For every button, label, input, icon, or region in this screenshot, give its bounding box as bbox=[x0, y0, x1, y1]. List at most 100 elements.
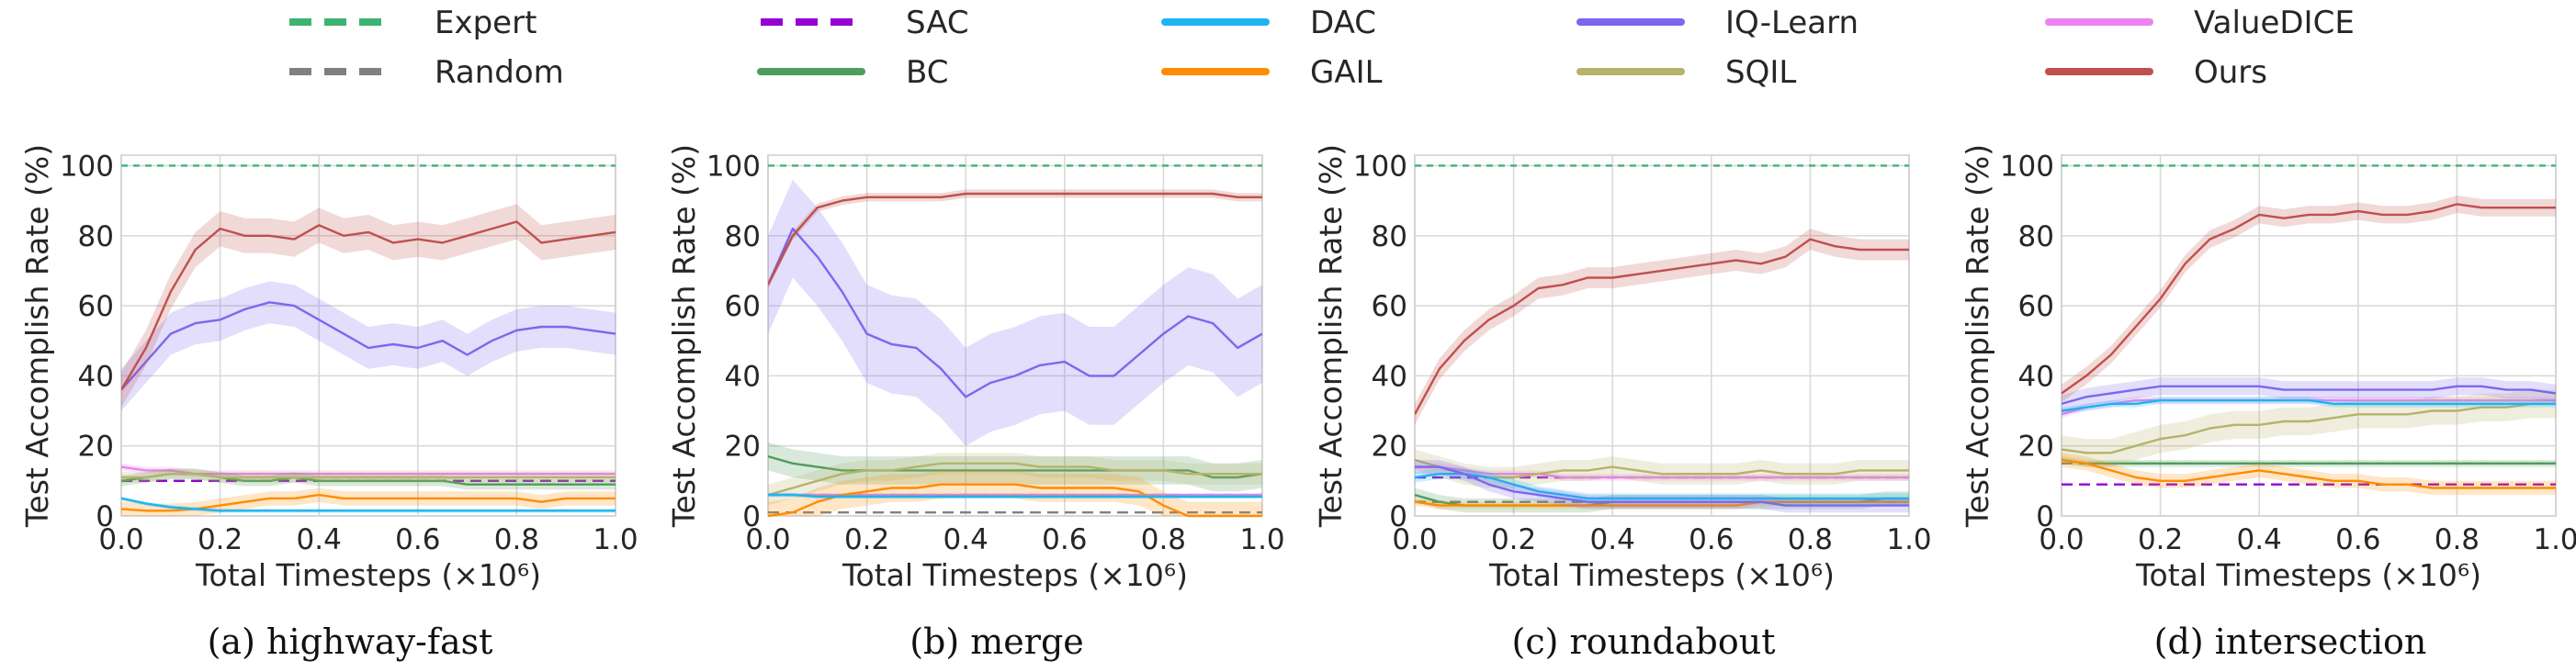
x-tick-label: 0.8 bbox=[494, 523, 539, 556]
series-line-iq-learn bbox=[2062, 385, 2556, 406]
series-line-ours bbox=[768, 192, 1262, 286]
legend-label-bc: BC bbox=[906, 54, 948, 91]
y-tick-label: 60 bbox=[1372, 290, 1407, 323]
series-band-ours bbox=[1415, 229, 1909, 425]
x-axis-label: Total Timesteps (×10⁶) bbox=[195, 557, 541, 593]
panel-caption: (d) intersection bbox=[2154, 622, 2427, 662]
x-tick-label: 0.8 bbox=[1788, 523, 1833, 556]
y-tick-label: 60 bbox=[725, 290, 761, 323]
y-axis-label: Test Accomplish Rate (%) bbox=[666, 144, 702, 528]
y-axis-label: Test Accomplish Rate (%) bbox=[1313, 144, 1349, 528]
chart-panels: 0.0 0.2 0.4 0.6 0.8 1.0 0 20 40 60 80 100 Total Time… bbox=[19, 144, 2576, 662]
y-tick-label: 20 bbox=[2018, 431, 2054, 464]
y-tick-label: 20 bbox=[78, 431, 114, 464]
y-tick-label: 80 bbox=[1372, 220, 1407, 253]
series-band-dac bbox=[121, 496, 616, 513]
legend-label-expert: Expert bbox=[435, 5, 537, 41]
series-line-gail bbox=[1415, 500, 1909, 507]
series-band-sqil bbox=[2062, 389, 2556, 467]
x-tick-label: 0.2 bbox=[1491, 523, 1536, 556]
legend-item-sac: SAC bbox=[761, 5, 969, 41]
series-line-valuedice bbox=[121, 465, 616, 476]
series-band-ours bbox=[2062, 195, 2556, 402]
y-tick-label: 0 bbox=[742, 500, 761, 533]
x-tick-label: 0.6 bbox=[1689, 523, 1734, 556]
series-band-sqil bbox=[1415, 449, 1909, 488]
series-line-gail bbox=[2062, 458, 2556, 489]
series-line-sqil bbox=[768, 462, 1262, 497]
x-tick-label: 0.0 bbox=[745, 523, 790, 556]
x-tick-label: 0.4 bbox=[2237, 523, 2282, 556]
y-tick-label: 40 bbox=[1372, 360, 1407, 393]
legend-item-random: Random bbox=[289, 54, 564, 91]
y-tick-label: 20 bbox=[725, 431, 761, 464]
y-tick-label: 40 bbox=[78, 360, 114, 393]
series-line-dac bbox=[121, 497, 616, 512]
y-tick-label: 40 bbox=[725, 360, 761, 393]
x-tick-label: 1.0 bbox=[1886, 523, 1931, 556]
series-line-ours bbox=[121, 220, 616, 391]
series-band-sqil bbox=[121, 468, 616, 483]
series-band-gail bbox=[768, 470, 1262, 516]
x-tick-label: 0.4 bbox=[1590, 523, 1635, 556]
plot-frame bbox=[120, 154, 616, 517]
panel-caption: (b) merge bbox=[910, 622, 1084, 662]
x-tick-label: 0.6 bbox=[1042, 523, 1087, 556]
x-tick-label: 1.0 bbox=[1239, 523, 1284, 556]
y-tick-label: 40 bbox=[2018, 360, 2054, 393]
x-tick-label: 1.0 bbox=[2533, 523, 2576, 556]
series-band-gail bbox=[121, 487, 616, 516]
x-axis-label: Total Timesteps (×10⁶) bbox=[1488, 557, 1835, 593]
series-group bbox=[121, 164, 616, 516]
series-line-valuedice bbox=[1415, 465, 1909, 479]
y-tick-label: 80 bbox=[2018, 220, 2054, 253]
legend-label-iq-learn: IQ-Learn bbox=[1725, 5, 1859, 41]
x-tick-label: 0.4 bbox=[297, 523, 342, 556]
series-line-dac bbox=[1415, 473, 1909, 500]
legend: Expert SAC DAC IQ-Learn ValueDICE Random BC GAI… bbox=[289, 5, 2355, 91]
series-line-iq-learn bbox=[121, 301, 616, 391]
x-tick-label: 0.0 bbox=[1392, 523, 1437, 556]
legend-label-sac: SAC bbox=[906, 5, 969, 41]
x-tick-label: 0.4 bbox=[943, 523, 989, 556]
legend-label-random: Random bbox=[435, 54, 564, 91]
series-band-ours bbox=[121, 204, 616, 408]
y-tick-label: 60 bbox=[2018, 290, 2054, 323]
chart-panel-4: 0.0 0.2 0.4 0.6 0.8 1.0 0 20 40 60 80 100 Total Time… bbox=[1960, 144, 2576, 662]
y-tick-label: 0 bbox=[96, 500, 114, 533]
y-tick-label: 60 bbox=[78, 290, 114, 323]
legend-label-valuedice: ValueDICE bbox=[2194, 5, 2355, 41]
y-tick-label: 80 bbox=[725, 220, 761, 253]
series-line-sqil bbox=[1415, 458, 1909, 479]
x-tick-label: 0.8 bbox=[2435, 523, 2480, 556]
legend-label-ours: Ours bbox=[2194, 54, 2267, 91]
y-tick-label: 0 bbox=[2036, 500, 2054, 533]
x-tick-label: 0.0 bbox=[98, 523, 143, 556]
legend-item-sqil: SQIL bbox=[1576, 54, 1796, 91]
series-line-bc bbox=[768, 454, 1262, 479]
series-line-dac bbox=[2062, 398, 2556, 412]
y-tick-label: 80 bbox=[78, 220, 114, 253]
y-axis-label: Test Accomplish Rate (%) bbox=[19, 144, 55, 528]
series-line-sqil bbox=[121, 473, 616, 479]
legend-item-ours: Ours bbox=[2045, 54, 2267, 91]
legend-item-gail: GAIL bbox=[1161, 54, 1383, 91]
series-group bbox=[2062, 164, 2556, 496]
y-axis-label: Test Accomplish Rate (%) bbox=[1960, 144, 1995, 528]
chart-panel-3: 0.0 0.2 0.4 0.6 0.8 1.0 0 20 40 60 80 100 Total Time… bbox=[1313, 144, 1932, 662]
series-band-gail bbox=[2062, 453, 2556, 496]
plot-frame bbox=[767, 154, 1263, 517]
series-line-ours bbox=[2062, 203, 2556, 395]
series-band-iq-learn bbox=[121, 281, 616, 411]
y-tick-label: 0 bbox=[1389, 500, 1407, 533]
y-tick-label: 100 bbox=[2000, 150, 2054, 183]
y-tick-label: 100 bbox=[1353, 150, 1407, 183]
series-line-ours bbox=[1415, 238, 1909, 415]
series-line-iq-learn bbox=[1415, 465, 1909, 507]
x-tick-label: 0.6 bbox=[2335, 523, 2380, 556]
series-line-gail bbox=[121, 493, 616, 512]
legend-label-sqil: SQIL bbox=[1725, 54, 1796, 91]
x-tick-label: 0.0 bbox=[2039, 523, 2084, 556]
y-tick-label: 20 bbox=[1372, 431, 1407, 464]
